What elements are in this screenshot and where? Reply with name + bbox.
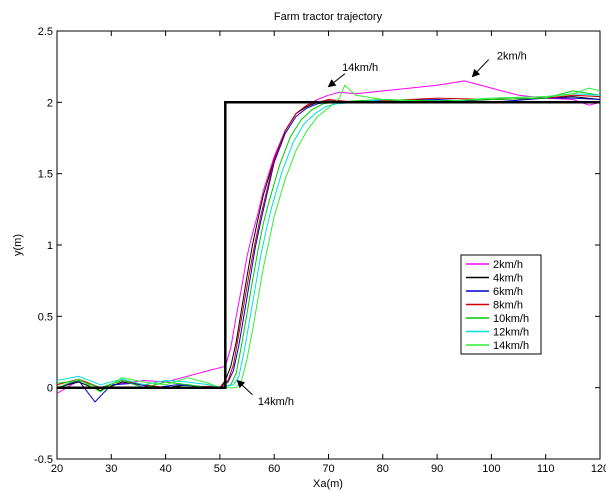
- axis-ticks: 20 30 40 50 60 70 80 90 100 110 120 -0.5 0 0.5 1 1.5 2 2.…: [34, 26, 606, 475]
- x-tick-label: 70: [322, 463, 334, 475]
- legend-label: 10km/h: [493, 313, 529, 325]
- x-tick-label: 50: [214, 463, 226, 475]
- x-tick-label: 30: [105, 463, 117, 475]
- series-line-0: [56, 80, 601, 394]
- annotation-arrow: [236, 379, 253, 396]
- annotation-label: 14km/h: [342, 62, 378, 74]
- x-tick-label: 100: [482, 463, 500, 475]
- y-tick-label: 0: [47, 383, 53, 395]
- legend-label: 8km/h: [493, 300, 523, 312]
- legend-label: 2km/h: [493, 259, 523, 271]
- legend-label: 6km/h: [493, 286, 523, 298]
- legend-label: 14km/h: [493, 340, 529, 352]
- x-tick-label: 60: [268, 463, 280, 475]
- legend-label: 4km/h: [493, 273, 523, 285]
- annotation-arrow: [471, 59, 490, 78]
- x-tick-label: 90: [431, 463, 443, 475]
- x-tick-label: 80: [377, 463, 389, 475]
- reference-path-line: [57, 101, 600, 389]
- y-axis-label: y(m): [12, 234, 24, 256]
- y-tick-label: 2.5: [38, 26, 53, 38]
- series-layer: [56, 80, 601, 403]
- y-tick-label: 1.5: [38, 169, 53, 181]
- y-tick-label: 2: [47, 97, 53, 109]
- x-tick-label: 110: [537, 463, 555, 475]
- y-tick-label: 1: [47, 240, 53, 252]
- x-axis-label: Xa(m): [313, 478, 343, 490]
- annotation-arrow: [327, 73, 346, 88]
- annotation-label: 2km/h: [497, 51, 527, 63]
- y-tick-label: -0.5: [34, 454, 53, 466]
- x-tick-label: 20: [51, 463, 63, 475]
- x-tick-label: 120: [591, 463, 606, 475]
- annotation-label: 14km/h: [258, 396, 294, 408]
- y-tick-label: 0.5: [38, 311, 53, 323]
- x-tick-label: 40: [159, 463, 171, 475]
- annotations-layer: 14km/h 2km/h 14km/h: [236, 51, 527, 408]
- legend-label: 12km/h: [493, 327, 529, 339]
- chart-title: Farm tractor trajectory: [274, 11, 383, 23]
